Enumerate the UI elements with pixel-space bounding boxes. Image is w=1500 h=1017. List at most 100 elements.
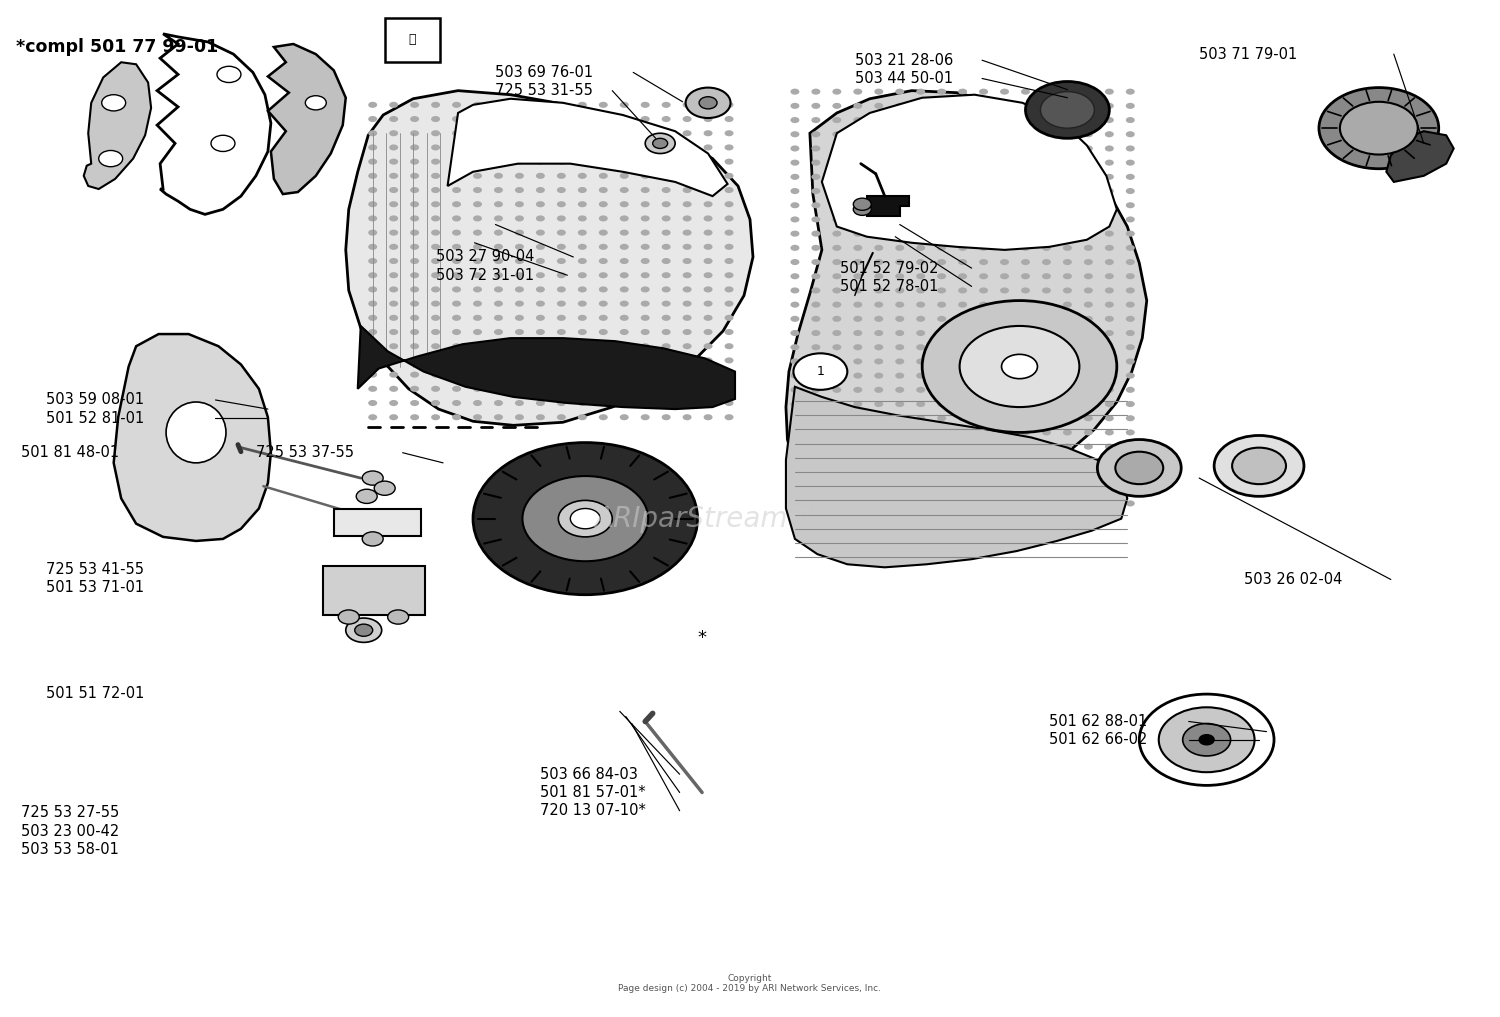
Circle shape xyxy=(598,343,608,349)
Circle shape xyxy=(368,343,376,349)
Circle shape xyxy=(1106,429,1114,435)
Circle shape xyxy=(430,371,439,377)
Circle shape xyxy=(682,102,692,108)
Circle shape xyxy=(794,353,847,390)
Circle shape xyxy=(598,144,608,151)
Circle shape xyxy=(662,273,670,279)
Circle shape xyxy=(980,274,988,280)
Circle shape xyxy=(368,116,376,122)
Circle shape xyxy=(556,301,566,307)
Circle shape xyxy=(598,328,608,335)
Circle shape xyxy=(1042,302,1052,308)
Circle shape xyxy=(536,116,544,122)
Circle shape xyxy=(896,500,904,506)
Circle shape xyxy=(812,245,820,251)
Circle shape xyxy=(958,259,968,265)
Circle shape xyxy=(536,102,544,108)
Circle shape xyxy=(472,130,482,136)
Circle shape xyxy=(853,160,862,166)
Circle shape xyxy=(536,216,544,222)
Circle shape xyxy=(578,159,586,165)
Circle shape xyxy=(388,230,398,236)
Circle shape xyxy=(724,328,734,335)
Circle shape xyxy=(704,371,712,377)
Circle shape xyxy=(1022,458,1031,464)
Circle shape xyxy=(1126,316,1136,322)
Circle shape xyxy=(662,230,670,236)
Circle shape xyxy=(704,328,712,335)
Circle shape xyxy=(853,316,862,322)
Circle shape xyxy=(938,344,946,350)
Circle shape xyxy=(853,330,862,336)
Circle shape xyxy=(1022,429,1031,435)
Circle shape xyxy=(514,102,523,108)
Circle shape xyxy=(556,216,566,222)
Circle shape xyxy=(833,486,842,492)
Circle shape xyxy=(812,160,820,166)
Circle shape xyxy=(514,287,523,293)
Circle shape xyxy=(1126,486,1136,492)
Circle shape xyxy=(662,102,670,108)
Circle shape xyxy=(1042,472,1052,478)
Circle shape xyxy=(452,273,460,279)
Circle shape xyxy=(704,244,712,250)
Circle shape xyxy=(1106,500,1114,506)
Circle shape xyxy=(494,230,502,236)
Circle shape xyxy=(1106,174,1114,180)
Circle shape xyxy=(640,343,650,349)
Circle shape xyxy=(1084,472,1094,478)
Circle shape xyxy=(1084,401,1094,407)
Circle shape xyxy=(514,371,523,377)
Circle shape xyxy=(704,159,712,165)
Circle shape xyxy=(916,429,926,435)
Circle shape xyxy=(430,159,439,165)
Circle shape xyxy=(494,400,502,406)
Circle shape xyxy=(640,371,650,377)
Circle shape xyxy=(958,103,968,109)
Circle shape xyxy=(640,230,650,236)
Circle shape xyxy=(620,216,628,222)
Circle shape xyxy=(958,188,968,194)
Circle shape xyxy=(896,245,904,251)
Circle shape xyxy=(472,301,482,307)
Polygon shape xyxy=(114,334,272,541)
Circle shape xyxy=(1106,401,1114,407)
Bar xyxy=(334,508,420,536)
Circle shape xyxy=(1084,372,1094,378)
Circle shape xyxy=(1084,500,1094,506)
Circle shape xyxy=(514,273,523,279)
Circle shape xyxy=(812,316,820,322)
Circle shape xyxy=(494,216,502,222)
Circle shape xyxy=(916,202,926,208)
Circle shape xyxy=(472,216,482,222)
Circle shape xyxy=(1000,259,1010,265)
Circle shape xyxy=(472,414,482,420)
Circle shape xyxy=(938,472,946,478)
Circle shape xyxy=(339,610,358,624)
Circle shape xyxy=(699,97,717,109)
Circle shape xyxy=(452,116,460,122)
Circle shape xyxy=(1042,358,1052,364)
Circle shape xyxy=(1064,302,1072,308)
Circle shape xyxy=(494,357,502,363)
Circle shape xyxy=(682,173,692,179)
Circle shape xyxy=(410,400,419,406)
Circle shape xyxy=(620,315,628,321)
Circle shape xyxy=(598,315,608,321)
Circle shape xyxy=(958,316,968,322)
Circle shape xyxy=(958,117,968,123)
Circle shape xyxy=(102,95,126,111)
Circle shape xyxy=(556,144,566,151)
Circle shape xyxy=(874,500,884,506)
Circle shape xyxy=(1042,500,1052,506)
Circle shape xyxy=(874,316,884,322)
Circle shape xyxy=(896,316,904,322)
Circle shape xyxy=(790,231,800,237)
Polygon shape xyxy=(447,99,728,196)
Circle shape xyxy=(374,481,394,495)
Circle shape xyxy=(682,201,692,207)
Circle shape xyxy=(368,400,376,406)
Circle shape xyxy=(853,443,862,450)
Circle shape xyxy=(958,472,968,478)
Circle shape xyxy=(1084,344,1094,350)
